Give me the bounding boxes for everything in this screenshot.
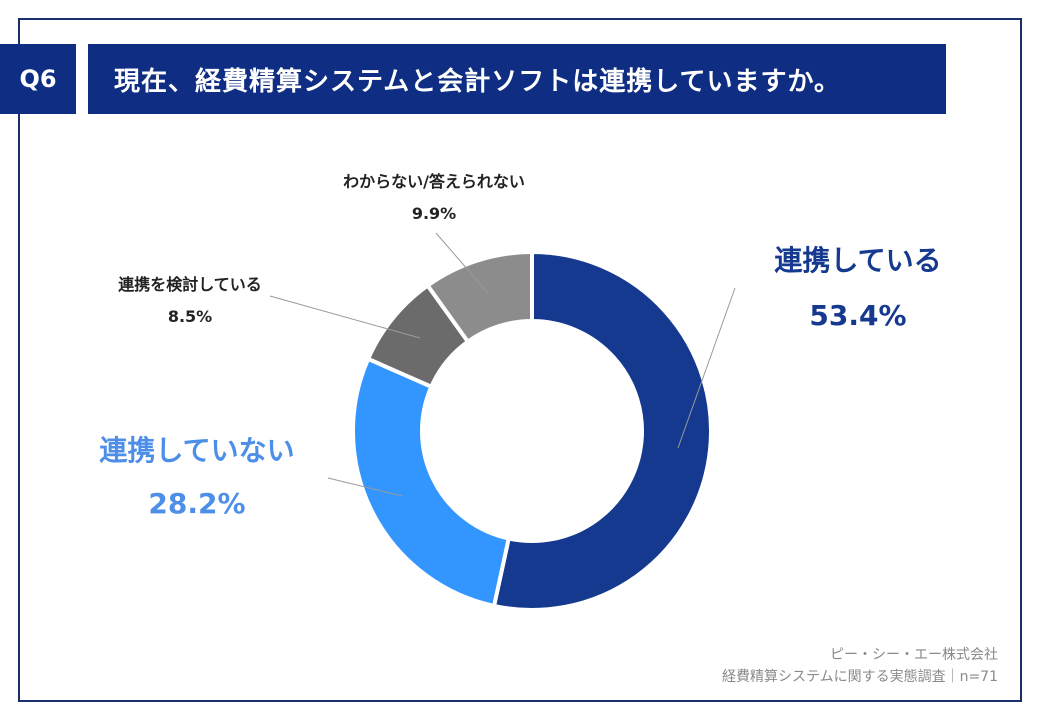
slice-value-1: 53.4% (809, 299, 906, 332)
chart-frame (18, 18, 1022, 702)
slice-value-4: 9.9% (412, 204, 456, 223)
donut-slice-2 (351, 356, 512, 609)
footer: ピー・シー・エー株式会社 経費精算システムに関する実態調査｜n=71 (722, 644, 998, 688)
slice-label-2: 連携していない (99, 434, 294, 467)
slice-label-4: わからない/答えられない (343, 172, 525, 191)
question-title: 現在、経費精算システムと会計ソフトは連携していますか。 (88, 44, 946, 114)
slice-label-1: 連携している (774, 244, 941, 277)
slice-labels: 連携している 53.4% 連携していない 28.2% 連携を検討している 8.5% わからな… (99, 172, 941, 520)
slice-value-2: 28.2% (148, 487, 245, 520)
slice-label-3: 連携を検討している (118, 275, 262, 294)
slice-value-3: 8.5% (168, 307, 212, 326)
question-number-badge: Q6 (0, 44, 76, 114)
leader-line-1 (677, 287, 736, 449)
footer-company: ピー・シー・エー株式会社 (830, 647, 998, 663)
donut-slice-1 (491, 249, 713, 612)
donut-slice-4 (424, 249, 534, 345)
leader-line-4 (435, 232, 489, 294)
footer-survey: 経費精算システムに関する実態調査｜n=71 (722, 669, 998, 685)
leader-line-3 (269, 295, 421, 339)
slice-group (351, 249, 713, 612)
leader-line-2 (327, 477, 403, 497)
leader-lines (269, 232, 736, 497)
